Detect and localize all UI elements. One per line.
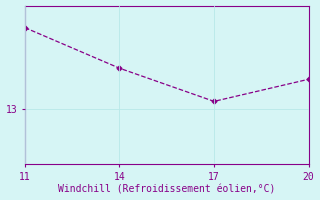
X-axis label: Windchill (Refroidissement éolien,°C): Windchill (Refroidissement éolien,°C): [58, 184, 276, 194]
